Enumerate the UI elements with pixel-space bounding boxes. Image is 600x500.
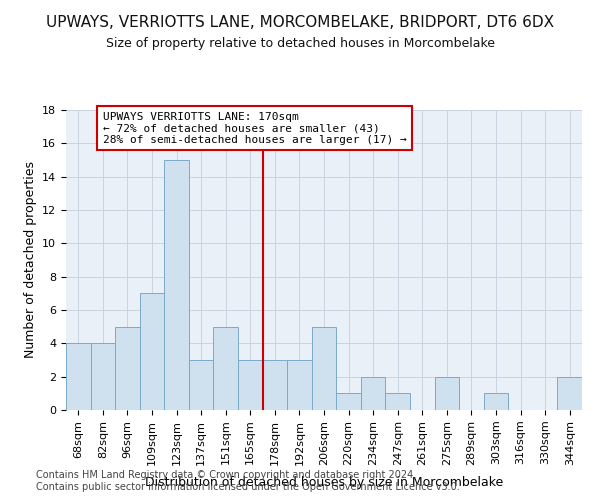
- Bar: [287, 360, 312, 410]
- Text: Size of property relative to detached houses in Morcombelake: Size of property relative to detached ho…: [106, 38, 494, 51]
- Text: Contains public sector information licensed under the Open Government Licence v3: Contains public sector information licen…: [36, 482, 460, 492]
- Bar: [385, 394, 410, 410]
- Bar: [336, 394, 361, 410]
- Bar: [238, 360, 263, 410]
- Bar: [484, 394, 508, 410]
- Bar: [115, 326, 140, 410]
- Bar: [312, 326, 336, 410]
- Y-axis label: Number of detached properties: Number of detached properties: [23, 162, 37, 358]
- Bar: [66, 344, 91, 410]
- X-axis label: Distribution of detached houses by size in Morcombelake: Distribution of detached houses by size …: [145, 476, 503, 489]
- Text: UPWAYS VERRIOTTS LANE: 170sqm
← 72% of detached houses are smaller (43)
28% of s: UPWAYS VERRIOTTS LANE: 170sqm ← 72% of d…: [103, 112, 407, 145]
- Bar: [91, 344, 115, 410]
- Text: Contains HM Land Registry data © Crown copyright and database right 2024.: Contains HM Land Registry data © Crown c…: [36, 470, 416, 480]
- Bar: [164, 160, 189, 410]
- Bar: [189, 360, 214, 410]
- Bar: [557, 376, 582, 410]
- Bar: [434, 376, 459, 410]
- Text: UPWAYS, VERRIOTTS LANE, MORCOMBELAKE, BRIDPORT, DT6 6DX: UPWAYS, VERRIOTTS LANE, MORCOMBELAKE, BR…: [46, 15, 554, 30]
- Bar: [140, 294, 164, 410]
- Bar: [361, 376, 385, 410]
- Bar: [263, 360, 287, 410]
- Bar: [214, 326, 238, 410]
